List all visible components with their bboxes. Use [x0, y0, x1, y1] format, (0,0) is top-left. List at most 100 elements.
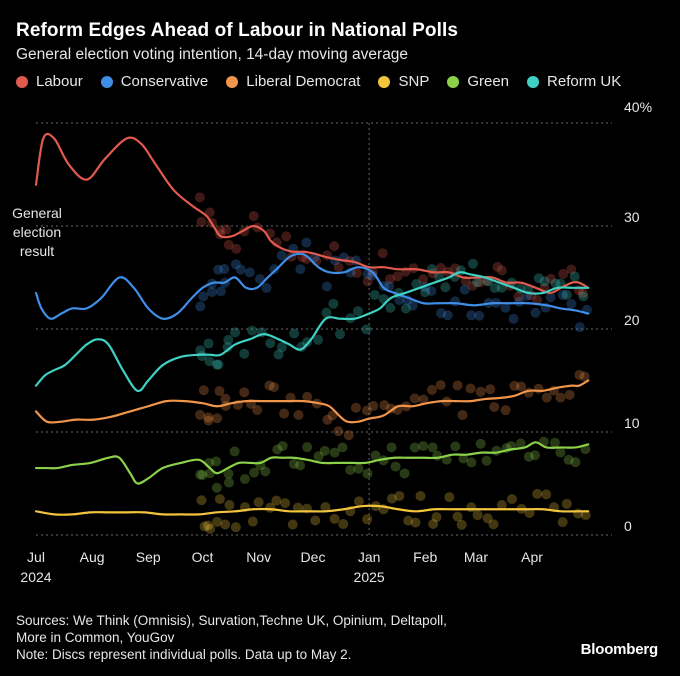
y-tick-label-20: 20: [624, 312, 640, 328]
sources-line-1: Sources: We Think (Omnisis), Survation,T…: [16, 613, 447, 628]
poll-disc: [492, 261, 503, 272]
poll-disc: [195, 301, 206, 312]
poll-disc: [466, 502, 477, 513]
poll-disc: [199, 521, 210, 532]
poll-disc: [244, 267, 255, 278]
poll-disc: [223, 468, 234, 479]
poll-disc: [215, 286, 226, 297]
poll-disc: [229, 446, 240, 457]
poll-disc: [557, 517, 568, 528]
poll-disc: [450, 263, 461, 274]
poll-disc: [287, 519, 298, 530]
poll-disc: [557, 289, 568, 300]
poll-discs-2: [195, 369, 590, 441]
poll-disc: [321, 307, 332, 318]
poll-disc: [385, 403, 396, 414]
poll-disc: [276, 342, 287, 353]
poll-disc: [489, 402, 500, 413]
poll-disc: [386, 493, 397, 504]
poll-disc: [545, 273, 556, 284]
x-tick-label-3: Oct: [192, 549, 214, 565]
poll-disc: [362, 405, 373, 416]
poll-disc: [211, 456, 222, 467]
poll-disc: [230, 522, 241, 533]
poll-disc: [514, 296, 525, 307]
legend-label-5: Reform UK: [547, 73, 622, 90]
poll-disc: [418, 274, 429, 285]
poll-disc: [466, 310, 477, 321]
poll-disc: [203, 338, 214, 349]
poll-disc: [489, 282, 500, 293]
poll-disc: [313, 334, 324, 345]
poll-disc: [264, 380, 275, 391]
poll-disc: [574, 322, 585, 333]
poll-disc: [260, 466, 271, 477]
poll-disc: [533, 383, 544, 394]
legend-item-1: Conservative: [100, 73, 208, 90]
x-tick-label-1: Aug: [80, 549, 105, 565]
poll-disc: [457, 409, 468, 420]
poll-disc: [545, 292, 556, 303]
poll-disc: [435, 380, 446, 391]
poll-disc: [329, 447, 340, 458]
series-line-1: [34, 252, 590, 320]
poll-disc: [362, 468, 373, 479]
poll-disc: [277, 440, 288, 451]
poll-disc: [466, 457, 477, 468]
poll-disc: [523, 451, 534, 462]
poll-disc: [222, 342, 233, 353]
poll-disc: [295, 460, 306, 471]
poll-disc: [409, 393, 420, 404]
legend-item-4: Green: [447, 73, 509, 90]
poll-disc: [352, 306, 363, 317]
poll-disc: [321, 281, 332, 292]
poll-disc: [197, 469, 208, 480]
poll-disc: [467, 280, 478, 291]
poll-disc: [194, 192, 205, 203]
poll-disc: [276, 250, 287, 261]
poll-disc: [289, 328, 300, 339]
poll-disc: [506, 494, 517, 505]
poll-disc: [195, 409, 206, 420]
poll-disc: [431, 512, 442, 523]
poll-disc: [333, 262, 344, 273]
x-tick-label-2: Sep: [136, 549, 161, 565]
poll-disc: [539, 276, 550, 287]
poll-disc: [399, 468, 410, 479]
poll-disc: [213, 359, 224, 370]
poll-disc: [204, 356, 215, 367]
poll-disc: [230, 327, 241, 338]
poll-disc: [361, 324, 372, 335]
legend-swatch-1: [100, 75, 113, 88]
poll-disc: [204, 468, 215, 479]
poll-disc: [203, 412, 214, 423]
legend-item-2: Liberal Democrat: [226, 73, 360, 90]
poll-disc: [500, 302, 511, 313]
x-tick-label-7: Feb: [413, 549, 437, 565]
poll-disc: [541, 489, 552, 500]
poll-disc: [561, 289, 572, 300]
poll-disc: [335, 329, 346, 340]
poll-disc: [350, 402, 361, 413]
poll-disc: [550, 278, 561, 289]
poll-disc: [549, 437, 560, 448]
poll-disc: [220, 393, 231, 404]
poll-disc: [231, 243, 242, 254]
poll-disc: [319, 445, 330, 456]
poll-disc: [203, 415, 214, 426]
legend-label-2: Liberal Democrat: [246, 73, 361, 90]
poll-disc: [440, 282, 451, 293]
poll-disc: [345, 464, 356, 475]
poll-disc: [253, 497, 264, 508]
poll-disc: [418, 441, 429, 452]
poll-disc: [223, 239, 234, 250]
poll-disc: [261, 282, 272, 293]
legend-item-3: SNP: [378, 73, 429, 90]
poll-disc: [230, 259, 241, 270]
poll-disc: [239, 387, 250, 398]
poll-disc: [333, 426, 344, 437]
poll-disc: [254, 273, 265, 284]
poll-disc: [353, 463, 364, 474]
poll-disc: [532, 295, 543, 306]
poll-disc: [409, 442, 420, 453]
